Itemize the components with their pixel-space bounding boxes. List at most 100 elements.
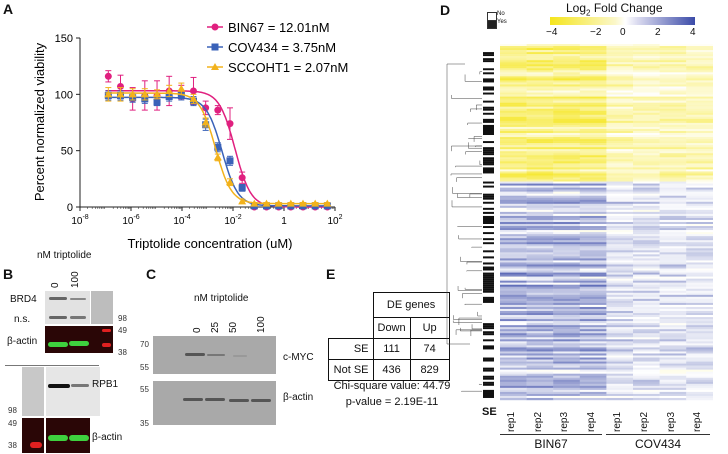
heatmap-cell: [659, 143, 687, 146]
heatmap-cell: [659, 381, 687, 385]
heatmap-cell: [659, 46, 687, 49]
heatmap-cell: [659, 302, 687, 306]
heatmap-cell: [633, 331, 660, 334]
heatmap-cell: [500, 369, 527, 372]
heatmap-cell: [606, 86, 634, 89]
heatmap-cell: [633, 62, 660, 65]
heatmap-cell: [686, 122, 713, 126]
data-point: [104, 90, 113, 98]
heatmap-cell: [659, 308, 687, 312]
heatmap-cell: [526, 155, 554, 158]
heatmap-cell: [606, 266, 634, 269]
heatmap-cell: [606, 313, 634, 316]
heatmap-cell: [579, 94, 607, 97]
heatmap-cell: [500, 205, 527, 209]
heatmap-cell: [633, 50, 660, 53]
heatmap-cell: [553, 306, 580, 310]
heatmap-cell: [500, 343, 527, 346]
heatmap-cell: [606, 302, 634, 306]
heatmap-cell: [526, 286, 554, 289]
heatmap-cell: [686, 68, 713, 71]
heatmap-cell: [579, 290, 607, 293]
heatmap-cell: [553, 137, 580, 140]
heatmap-cell: [500, 306, 527, 310]
heatmap-cell: [500, 211, 527, 215]
heatmap-cell: [659, 135, 687, 138]
heatmap-cell: [659, 341, 687, 344]
heatmap-cell: [606, 94, 634, 97]
heatmap-cell: [606, 163, 634, 166]
heatmap-cell: [633, 387, 660, 391]
se-annotation: [483, 137, 494, 140]
heatmap-cell: [606, 298, 634, 302]
heatmap-cell: [686, 100, 713, 103]
heatmap-cell: [659, 219, 687, 223]
heatmap-cell: [500, 264, 527, 267]
heatmap-cell: [579, 333, 607, 336]
se-annotation: [483, 195, 494, 198]
heatmap-cell: [526, 391, 554, 395]
heatmap-cell: [526, 72, 554, 75]
heatmap-cell: [526, 219, 554, 223]
heatmap-cell: [686, 224, 713, 227]
heatmap-cell: [500, 76, 527, 79]
heatmap-cell: [500, 258, 527, 261]
heatmap-cell: [526, 46, 554, 49]
heatmap-cell: [500, 339, 527, 342]
se-annotation: [483, 106, 494, 109]
heatmap-cell: [579, 215, 607, 219]
heatmap-cell: [606, 353, 634, 356]
heatmap-cell: [633, 187, 660, 190]
heatmap-cell: [606, 280, 634, 283]
heatmap-cell: [500, 373, 527, 376]
heatmap-cell: [553, 319, 580, 322]
heatmap-cell: [526, 250, 554, 253]
heatmap-cell: [659, 260, 687, 263]
se-annotation: [483, 100, 494, 103]
panel-label-c: C: [146, 266, 157, 282]
heatmap-cell: [500, 96, 527, 99]
se-annotation: [483, 80, 494, 83]
heatmap-cell: [633, 159, 660, 162]
heatmap-cell: [526, 143, 554, 146]
heatmap-cell: [553, 88, 580, 91]
heatmap-cell: [579, 118, 607, 122]
heatmap-cell: [526, 116, 554, 120]
heatmap-cell: [526, 333, 554, 336]
data-point: [311, 199, 320, 207]
heatmap-cell: [526, 327, 554, 330]
heatmap-cell: [579, 351, 607, 354]
se-annotation: [483, 197, 494, 200]
heatmap-cell: [526, 337, 554, 340]
heatmap-cell: [526, 167, 554, 170]
heatmap-cell: [579, 96, 607, 99]
heatmap-cell: [686, 357, 713, 360]
se-annotation: [483, 213, 494, 217]
heatmap-cell: [500, 98, 527, 101]
heatmap-cell: [526, 177, 554, 180]
heatmap-cell: [686, 294, 713, 298]
heatmap-cell: [579, 133, 607, 136]
heatmap-cell: [579, 311, 607, 314]
se-annotation: [483, 377, 494, 380]
heatmap-cell: [659, 147, 687, 150]
data-point: [128, 90, 137, 98]
se-annotation: [483, 345, 494, 348]
heatmap-cell: [659, 369, 687, 372]
heatmap-cell: [686, 106, 713, 109]
heatmap-cell: [606, 104, 634, 107]
heatmap-cell: [553, 94, 580, 97]
brd4-blot: [45, 291, 90, 324]
heatmap-cell: [526, 199, 554, 202]
heatmap-cell: [633, 201, 660, 204]
rep-label: rep2: [532, 411, 544, 432]
se-annotation: [483, 112, 494, 115]
heatmap-cell: [553, 70, 580, 73]
heatmap-cell: [553, 347, 580, 350]
heatmap-cell: [526, 189, 554, 192]
heatmap-cell: [579, 167, 607, 170]
se-annotation: [483, 313, 494, 316]
heatmap-cell: [526, 306, 554, 310]
heatmap-cell: [686, 120, 713, 124]
heatmap-cell: [686, 262, 713, 265]
